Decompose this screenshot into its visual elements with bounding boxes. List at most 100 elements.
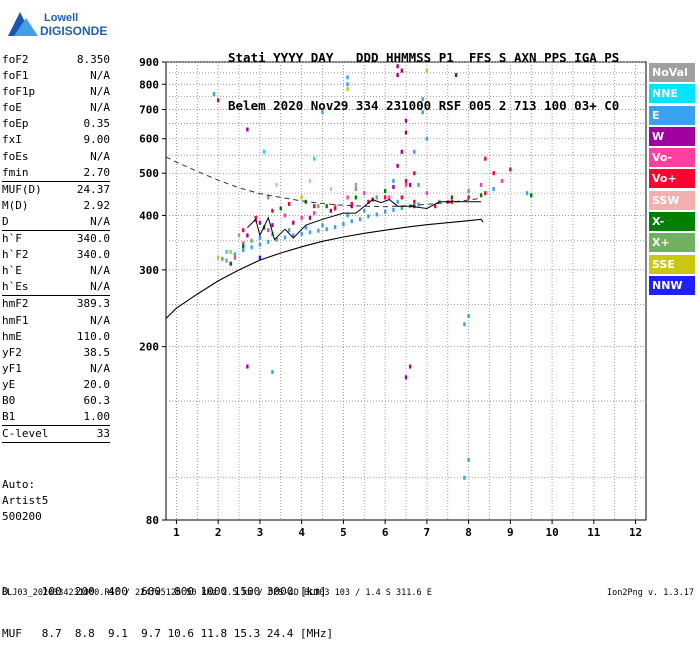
data-point: [242, 244, 245, 249]
version-label: Ion2Png v. 1.3.17: [607, 588, 694, 598]
param-key: fxI: [2, 133, 22, 147]
param-row: C-level 33: [2, 426, 110, 444]
data-point: [233, 255, 237, 260]
data-point: [317, 228, 320, 233]
data-point: [216, 255, 220, 260]
data-point: [212, 91, 216, 96]
x-tick-label: 12: [629, 526, 642, 539]
data-point: [509, 167, 512, 172]
data-point: [479, 182, 483, 187]
data-point: [346, 195, 349, 200]
data-point: [312, 156, 316, 161]
data-point: [275, 182, 278, 187]
param-key: foF2: [2, 53, 29, 66]
data-point: [400, 149, 404, 154]
data-point: [413, 149, 416, 154]
param-row: hmE 110.0: [2, 329, 110, 345]
param-row: D N/A: [2, 214, 110, 232]
data-point: [358, 217, 362, 222]
param-key: M(D): [2, 198, 29, 212]
data-point: [367, 199, 370, 204]
data-point: [262, 149, 266, 154]
x-tick-label: 1: [173, 526, 180, 539]
data-point: [400, 68, 404, 73]
param-value: 8.350: [76, 53, 110, 66]
data-point: [354, 187, 358, 192]
data-point: [383, 195, 387, 200]
logo-graphic: Lowell DIGISONDE: [8, 12, 107, 38]
x-tick-label: 10: [545, 526, 558, 539]
data-point: [367, 214, 370, 219]
param-value: 9.00: [83, 133, 111, 147]
param-row: B1 1.00: [2, 409, 110, 427]
data-point: [525, 191, 529, 196]
data-point: [246, 127, 249, 132]
data-point: [317, 204, 320, 209]
x-tick-label: 7: [424, 526, 431, 539]
data-point: [413, 171, 416, 176]
data-point: [450, 195, 454, 200]
param-key: hmF1: [2, 313, 29, 327]
muf-dashed-curve: [165, 156, 482, 208]
data-point: [388, 195, 391, 200]
data-point: [342, 222, 345, 227]
param-value: N/A: [90, 361, 110, 375]
legend: NoVal NNE E W Vo- Vo+ SSW X- X+ SSE NNW: [649, 63, 695, 297]
svg-text:Lowell: Lowell: [44, 12, 78, 24]
data-point: [229, 261, 232, 266]
data-point: [271, 369, 274, 374]
data-point: [308, 215, 312, 220]
svg-text:DIGISONDE: DIGISONDE: [40, 24, 107, 38]
data-point: [308, 230, 312, 235]
data-point: [354, 182, 358, 187]
y-tick-label: 400: [139, 209, 159, 222]
data-point: [492, 171, 495, 176]
param-value: 389.3: [76, 297, 110, 311]
data-point: [467, 189, 470, 194]
data-point: [467, 195, 470, 200]
data-point: [325, 227, 328, 232]
param-row: h`F 340.0: [2, 231, 110, 247]
param-row: foF1 N/A: [2, 68, 110, 84]
data-point: [279, 206, 282, 211]
param-value: N/A: [90, 280, 110, 294]
param-key: D: [2, 214, 9, 228]
legend-item: NNE: [649, 84, 695, 104]
param-value: N/A: [90, 149, 110, 163]
data-point: [404, 182, 408, 187]
param-row: yE 20.0: [2, 377, 110, 393]
data-point: [267, 228, 270, 233]
param-key: foE: [2, 101, 22, 115]
data-point: [287, 201, 291, 206]
data-point: [383, 209, 387, 214]
param-key: hmF2: [2, 297, 29, 311]
data-point: [354, 195, 358, 200]
param-value: N/A: [90, 85, 110, 99]
data-point: [258, 255, 262, 260]
param-key: B0: [2, 393, 16, 407]
param-row: fxI 9.00: [2, 132, 110, 148]
legend-item: SSW: [649, 190, 695, 210]
y-tick-label: 80: [146, 514, 159, 527]
data-point: [250, 245, 253, 250]
data-point: [346, 87, 349, 92]
data-point: [400, 206, 404, 211]
data-point: [350, 201, 353, 206]
x-tick-label: 4: [298, 526, 305, 539]
param-value: 340.0: [76, 248, 110, 262]
data-point: [346, 75, 349, 80]
data-point: [267, 195, 270, 200]
x-tick-label: 9: [507, 526, 514, 539]
data-point: [312, 211, 316, 216]
data-point: [246, 233, 249, 238]
data-point: [287, 228, 291, 233]
param-value: 2.70: [83, 165, 111, 179]
data-point: [242, 248, 245, 253]
data-point: [413, 199, 416, 204]
data-point: [375, 195, 378, 200]
data-point: [400, 195, 404, 200]
param-row: yF1 N/A: [2, 361, 110, 377]
data-point: [300, 195, 303, 200]
data-point: [383, 189, 387, 194]
param-row: yF2 38.5: [2, 345, 110, 361]
